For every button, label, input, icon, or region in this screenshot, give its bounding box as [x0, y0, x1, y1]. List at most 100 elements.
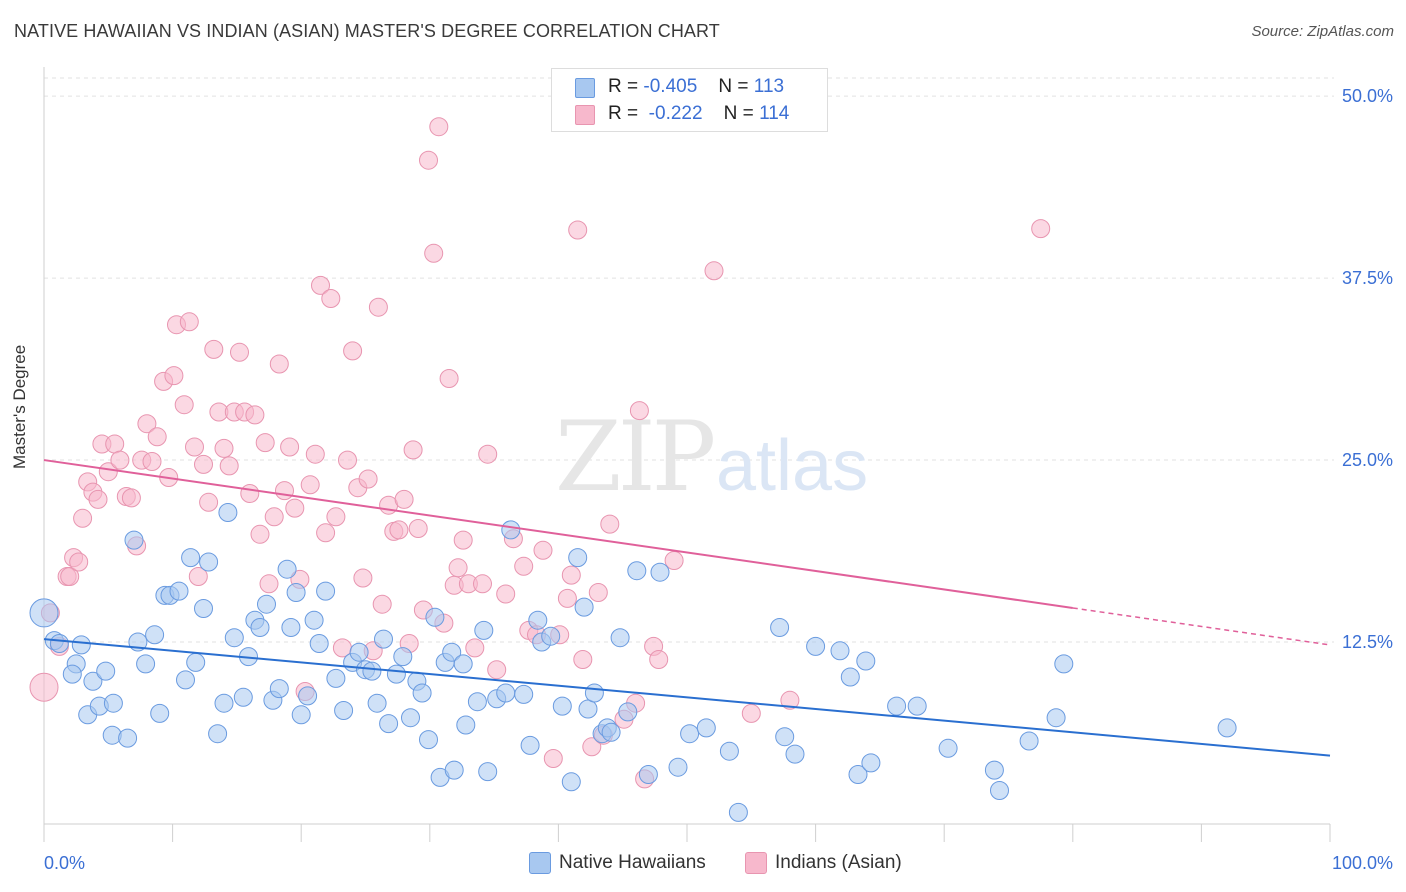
- indians-asian-point: [188, 567, 208, 586]
- indians-asian-point: [259, 574, 279, 594]
- blue-swatch: [575, 78, 595, 98]
- indians-asian-point: [368, 297, 388, 317]
- indians-asian-point: [429, 117, 449, 137]
- r-value: -0.405: [643, 76, 698, 97]
- native-hawaiians-point: [412, 683, 432, 703]
- indians-asian-point: [561, 565, 581, 585]
- native-hawaiians-point: [62, 664, 82, 684]
- indians-asian-point: [300, 475, 320, 495]
- n-label: N =: [723, 103, 754, 124]
- native-hawaiians-point: [118, 728, 138, 748]
- native-hawaiians-point: [861, 753, 881, 773]
- native-hawaiians-point: [696, 718, 716, 738]
- native-hawaiians-point: [269, 679, 289, 699]
- native-hawaiians-point: [186, 652, 206, 672]
- indians-asian-point: [98, 462, 118, 482]
- indians-asian-point: [240, 484, 260, 503]
- native-hawaiians-point: [362, 661, 382, 681]
- indians-asian-point: [704, 261, 724, 281]
- indians-asian-point: [311, 275, 330, 295]
- y-tick-label: 25.0%: [1342, 450, 1393, 470]
- indians-asian-point: [496, 584, 516, 604]
- native-hawaiians-point: [907, 696, 927, 716]
- native-hawaiians-point: [419, 730, 438, 750]
- native-hawaiians-point: [627, 561, 647, 581]
- native-hawaiians-point: [286, 583, 306, 602]
- native-hawaiians-point: [541, 626, 561, 646]
- indians-asian-point: [408, 519, 428, 538]
- native-hawaiians-point: [520, 735, 540, 755]
- native-hawaiians-point: [444, 760, 464, 780]
- indians-asian-point: [741, 703, 761, 723]
- indians-asian-point: [204, 339, 224, 359]
- native-hawaiians-point: [680, 724, 700, 744]
- native-hawaiians-point: [277, 559, 297, 579]
- indians-asian-point: [557, 588, 577, 608]
- indians-asian-point: [60, 567, 80, 586]
- native-hawaiians-point: [1019, 731, 1039, 751]
- indians-asian-point: [338, 450, 357, 470]
- native-hawaiians-point: [856, 651, 876, 671]
- indians-asian-point: [403, 440, 423, 460]
- native-hawaiians-point: [393, 647, 413, 667]
- indians-asian-point: [142, 452, 162, 471]
- indians-asian-point: [110, 450, 130, 470]
- native-hawaiians-point: [568, 548, 588, 568]
- native-hawaiians-point: [145, 625, 165, 645]
- native-hawaiians-point: [367, 693, 387, 713]
- indians-asian-point: [389, 520, 409, 540]
- native-hawaiians-point: [610, 628, 630, 648]
- indians-asian-point: [199, 492, 219, 512]
- indians-asian-point: [185, 437, 204, 457]
- native-hawaiians-point: [848, 765, 868, 784]
- indians-asian-point: [179, 312, 199, 332]
- native-hawaiians-point: [96, 661, 116, 681]
- native-hawaiians-point: [181, 548, 201, 568]
- legend-label: Native Hawaiians: [559, 852, 706, 873]
- indians-asian-point: [321, 289, 341, 308]
- watermark-atlas: atlas: [716, 426, 868, 506]
- indians-asian-point: [424, 243, 444, 263]
- indians-asian-point: [487, 660, 507, 680]
- indians-asian-point: [1031, 219, 1051, 239]
- native-hawaiians-point: [638, 765, 658, 784]
- native-hawaiians-point: [561, 772, 581, 792]
- native-hawaiians-point: [618, 702, 638, 722]
- indians-asian-point: [600, 514, 620, 534]
- indians-asian-point: [629, 401, 649, 421]
- native-hawaiians-point: [728, 802, 748, 822]
- native-hawaiians-point: [176, 670, 195, 690]
- gridlines: [44, 77, 1334, 643]
- indians-asian-point: [473, 574, 492, 594]
- native-hawaiians-point: [496, 683, 516, 703]
- native-hawaiians-point: [785, 744, 805, 764]
- indians-asian-point: [478, 444, 498, 464]
- native-hawaiians-point: [379, 714, 399, 734]
- indians-asian-point: [582, 737, 602, 757]
- native-hawaiians-point: [309, 634, 329, 653]
- native-hawaiians-point: [250, 618, 270, 637]
- legend-label: Indians (Asian): [775, 852, 902, 873]
- native-hawaiians-point: [442, 642, 462, 662]
- source-credit: Source: ZipAtlas.com: [1251, 23, 1394, 40]
- indians-asian-point: [453, 530, 473, 550]
- indians-asian-point: [543, 749, 563, 768]
- native-hawaiians-point: [840, 667, 860, 687]
- native-hawaiians-point: [453, 654, 473, 674]
- native-hawaiians-point: [374, 629, 393, 649]
- indians-asian-point: [69, 552, 89, 572]
- native-hawaiians-point: [514, 684, 534, 704]
- indians-asian-point: [88, 489, 108, 509]
- native-hawaiians-point: [334, 701, 354, 720]
- indians-asian-point: [514, 556, 534, 576]
- native-hawaiians-point: [199, 552, 219, 572]
- native-hawaiians-point: [601, 722, 621, 742]
- native-hawaiians-point: [304, 610, 324, 630]
- native-hawaiians-point: [1046, 708, 1066, 728]
- y-tick-label: 50.0%: [1342, 86, 1393, 106]
- native-hawaiians-point: [528, 610, 548, 630]
- native-hawaiians-point: [887, 696, 907, 716]
- indians-asian-point: [316, 523, 336, 543]
- indians-asian-point: [343, 341, 363, 361]
